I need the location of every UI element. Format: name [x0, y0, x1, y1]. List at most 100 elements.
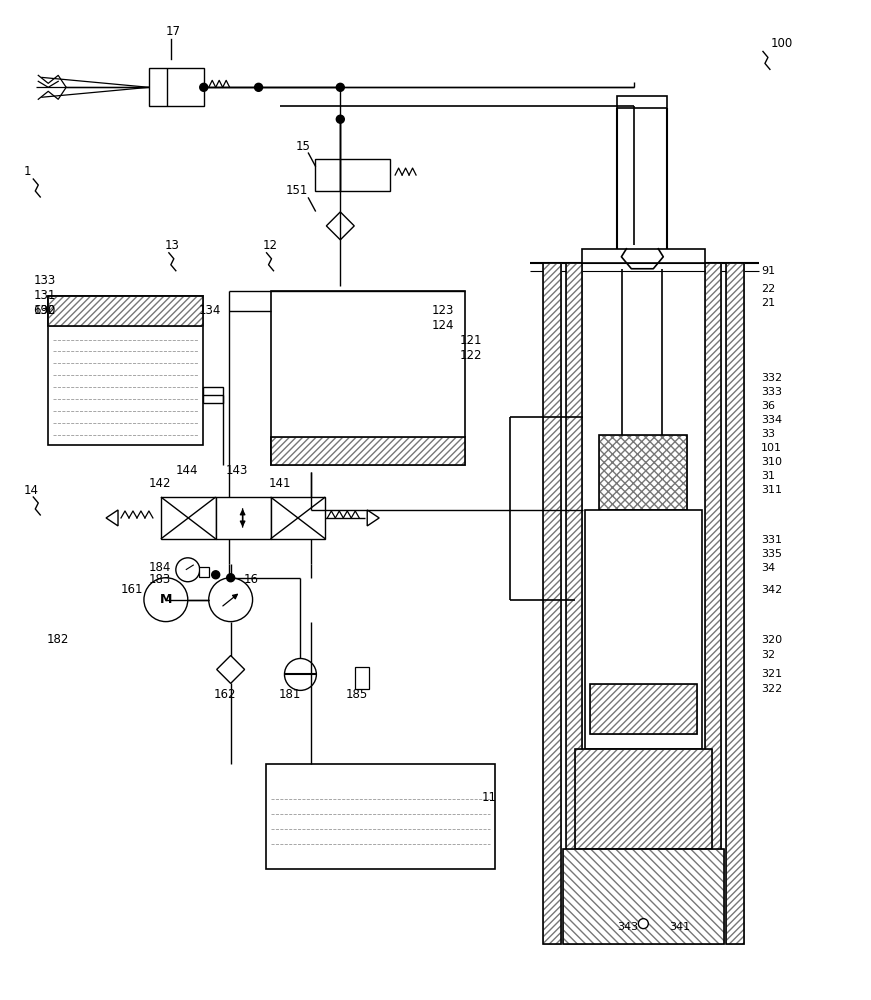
Bar	[563, 849, 724, 944]
Bar	[706, 263, 721, 944]
Text: 132: 132	[33, 304, 56, 317]
Text: 183: 183	[149, 573, 172, 586]
Text: 333: 333	[761, 387, 782, 397]
Circle shape	[209, 578, 253, 622]
Text: 341: 341	[669, 922, 691, 932]
Polygon shape	[106, 510, 118, 526]
Text: 131: 131	[33, 289, 56, 302]
Bar	[315, 159, 390, 191]
Text: 33: 33	[761, 429, 775, 439]
Text: 121: 121	[460, 334, 483, 347]
Bar	[599, 435, 687, 510]
Bar	[271, 497, 326, 539]
Bar	[271, 291, 465, 465]
Bar	[543, 263, 561, 944]
Bar	[726, 263, 744, 944]
Text: 13: 13	[165, 239, 179, 252]
Bar	[582, 249, 706, 263]
Text: 21: 21	[761, 298, 775, 308]
Bar	[599, 435, 687, 510]
Text: 690: 690	[33, 304, 56, 317]
Text: 34: 34	[761, 563, 775, 573]
Text: 182: 182	[46, 633, 69, 646]
Bar	[271, 437, 465, 465]
Text: 144: 144	[176, 464, 199, 477]
Text: 343: 343	[618, 922, 638, 932]
Bar	[216, 497, 271, 539]
Text: 342: 342	[761, 585, 782, 595]
Text: 100: 100	[771, 37, 793, 50]
Text: 133: 133	[33, 274, 56, 287]
Text: 335: 335	[761, 549, 782, 559]
Text: 14: 14	[24, 484, 38, 497]
Text: 311: 311	[761, 485, 782, 495]
Text: 141: 141	[268, 477, 291, 490]
Circle shape	[144, 578, 188, 622]
Bar	[575, 749, 712, 849]
Circle shape	[638, 919, 648, 929]
Text: M: M	[159, 593, 172, 606]
Polygon shape	[327, 212, 354, 240]
Text: 322: 322	[761, 684, 782, 694]
Polygon shape	[217, 656, 245, 683]
Text: 321: 321	[761, 669, 782, 679]
Text: 334: 334	[761, 415, 782, 425]
Text: 1: 1	[24, 165, 30, 178]
Bar	[584, 510, 702, 749]
Bar	[618, 96, 667, 108]
Text: 124: 124	[432, 319, 455, 332]
Text: 17: 17	[165, 25, 181, 38]
Bar	[590, 684, 697, 734]
Circle shape	[336, 115, 344, 123]
Text: 320: 320	[761, 635, 782, 645]
Text: 161: 161	[121, 583, 144, 596]
Bar	[203, 387, 223, 403]
Circle shape	[254, 83, 262, 91]
Bar	[48, 296, 203, 326]
Bar	[149, 68, 204, 106]
Circle shape	[212, 571, 219, 579]
Text: 12: 12	[262, 239, 278, 252]
Text: 181: 181	[279, 688, 300, 701]
Circle shape	[226, 574, 234, 582]
Bar	[48, 296, 203, 445]
Circle shape	[199, 83, 207, 91]
Bar	[563, 849, 724, 944]
Text: 123: 123	[432, 304, 455, 317]
Text: 184: 184	[149, 561, 172, 574]
Text: 332: 332	[761, 373, 782, 383]
Text: 22: 22	[761, 284, 775, 294]
Bar	[726, 263, 744, 944]
Bar	[266, 764, 495, 869]
Bar	[575, 749, 712, 849]
Bar	[565, 263, 582, 944]
Bar	[199, 567, 209, 577]
Text: 36: 36	[761, 401, 775, 411]
Text: 31: 31	[761, 471, 775, 481]
Bar	[271, 437, 465, 465]
Circle shape	[176, 558, 199, 582]
Text: 91: 91	[761, 266, 775, 276]
Text: 310: 310	[761, 457, 782, 467]
Text: 162: 162	[213, 688, 236, 701]
Text: 143: 143	[226, 464, 248, 477]
Polygon shape	[368, 510, 379, 526]
Bar	[706, 263, 721, 944]
Text: 122: 122	[460, 349, 483, 362]
Text: 142: 142	[149, 477, 172, 490]
Text: 101: 101	[761, 443, 782, 453]
Circle shape	[285, 658, 316, 690]
Text: 15: 15	[295, 140, 310, 153]
Text: 331: 331	[761, 535, 782, 545]
Text: 134: 134	[199, 304, 221, 317]
Bar	[590, 684, 697, 734]
Text: 32: 32	[761, 650, 775, 660]
Text: 16: 16	[244, 573, 259, 586]
Text: 185: 185	[345, 688, 368, 701]
Text: 11: 11	[482, 791, 496, 804]
Circle shape	[336, 83, 344, 91]
Bar	[565, 263, 582, 944]
Text: 151: 151	[286, 184, 307, 197]
Bar	[355, 667, 369, 689]
Bar	[543, 263, 561, 944]
